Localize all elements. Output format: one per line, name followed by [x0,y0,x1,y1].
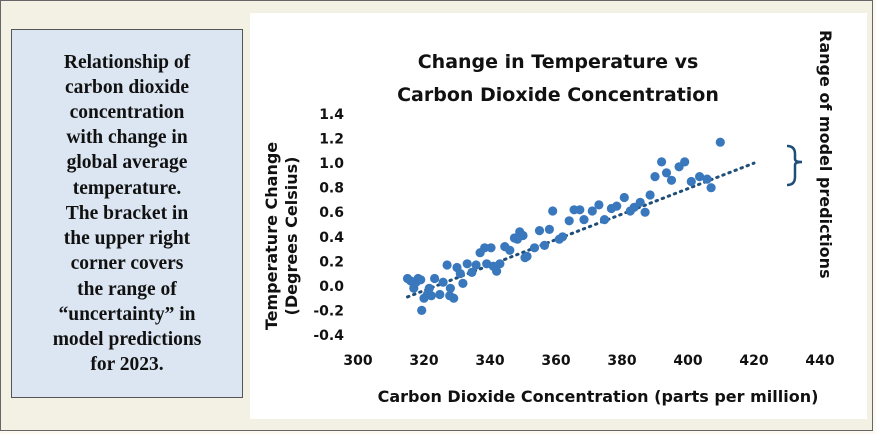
x-tick-label: 320 [409,353,438,369]
y-tick-label: 0.4 [319,230,344,246]
data-point [435,289,445,300]
y-tick-label: 1.2 [319,132,344,148]
data-point [455,269,465,279]
data-point [579,215,589,225]
data-point [661,168,672,178]
bracket-label: Range of model predictions [816,30,835,279]
x-tick-label: 360 [541,353,570,369]
data-point [575,205,585,215]
data-point [657,157,667,167]
data-point [594,200,604,210]
data-point [702,174,712,184]
data-point [522,251,532,261]
caption-text: Relationship of carbon dioxide concentra… [52,51,202,376]
data-point [426,291,436,301]
data-point [539,240,550,250]
data-point [416,275,426,285]
data-point [492,266,502,276]
data-point [445,283,455,293]
data-point [529,243,540,253]
chart-title-line-1: Change in Temperature vs [418,51,699,73]
data-point [480,243,490,253]
data-point [640,207,650,217]
chart-title-line-2: Carbon Dioxide Concentration [397,84,719,106]
data-point [505,245,515,255]
data-point [471,260,481,270]
data-point [430,273,440,284]
data-point [612,201,622,211]
data-point [650,172,660,182]
data-point [449,293,459,303]
data-point [635,197,645,207]
data-point [686,176,696,187]
data-point [715,137,725,147]
y-tick-label: 0.0 [319,279,344,295]
data-point [544,224,554,234]
data-point [438,277,448,287]
y-axis-label-line-2: (Degrees Celsius) [282,157,301,316]
y-tick-label: 0.2 [319,254,344,270]
x-tick-labels: 300 320 340 360 380 400 420 440 [343,353,834,369]
model-range-bracket [786,144,803,187]
y-tick-labels: -0.4 -0.2 0.0 0.2 0.4 0.6 0.8 1.0 1.2 1.4 [313,107,344,344]
data-point [458,278,468,288]
y-tick-label: -0.4 [313,328,344,344]
data-points [402,137,725,315]
x-tick-label: 300 [343,353,372,369]
y-tick-label: 1.4 [319,107,344,123]
data-point [587,206,597,216]
data-point [619,192,629,203]
data-point [462,259,472,269]
data-point [706,183,716,193]
data-point [518,230,528,241]
y-tick-label: 0.8 [319,181,344,197]
data-point [564,216,574,226]
data-point [680,157,690,167]
data-point [534,226,545,236]
caption-box: Relationship of carbon dioxide concentra… [11,29,243,398]
x-tick-label: 340 [475,353,504,369]
x-tick-label: 380 [607,353,636,369]
x-tick-label: 440 [805,353,834,369]
data-point [645,190,655,200]
y-tick-label: 1.0 [319,156,344,172]
data-point [467,267,477,277]
data-point [495,259,505,269]
x-tick-label: 400 [673,353,702,369]
y-tick-label: -0.2 [313,303,344,319]
data-point [442,260,452,270]
scatter-chart: Change in Temperature vs Carbon Dioxide … [262,30,835,406]
chart-panel: Change in Temperature vs Carbon Dioxide … [250,13,867,419]
data-point [695,172,705,182]
y-tick-label: 0.6 [319,205,344,221]
data-point [558,232,568,242]
data-point [666,175,677,185]
data-point [548,206,558,216]
data-point [599,215,610,225]
x-tick-label: 420 [739,353,768,369]
x-axis-label: Carbon Dioxide Concentration (parts per … [378,387,819,406]
y-axis-label-line-1: Temperature Change [262,142,281,330]
data-point [486,243,496,253]
data-point [417,305,427,315]
data-point [424,283,434,293]
